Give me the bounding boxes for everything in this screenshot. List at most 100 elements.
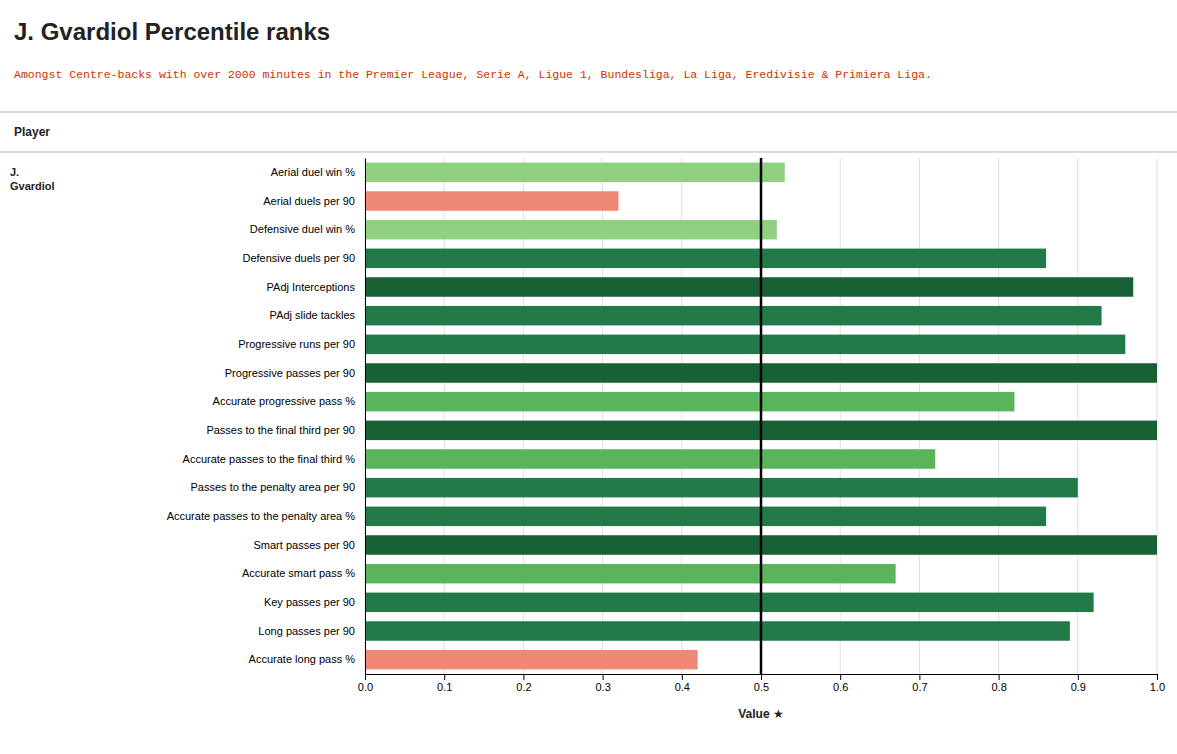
y-tick: Smart passes per 90: [254, 539, 366, 551]
bar: [365, 449, 935, 468]
y-tick: Defensive duel win %: [250, 223, 365, 235]
bar: [365, 593, 1094, 612]
x-tick-label: 0.8: [991, 681, 1006, 693]
header-rule: [0, 152, 1177, 153]
grid-line: [365, 158, 366, 674]
y-tick: Aerial duels per 90: [263, 195, 365, 207]
reference-line: [760, 158, 763, 674]
x-tick-label: 0.7: [912, 681, 927, 693]
x-tick: 0.8: [991, 674, 1006, 693]
x-tick: 0.0: [358, 674, 373, 693]
bar: [365, 277, 1133, 296]
x-tick: 0.6: [833, 674, 848, 693]
x-tick: 0.7: [912, 674, 927, 693]
y-tick-label: Long passes per 90: [258, 625, 355, 637]
y-tick: Passes to the final third per 90: [206, 424, 365, 436]
x-tick: 1.0: [1150, 674, 1165, 693]
bar: [365, 650, 698, 669]
title: J. Gvardiol Percentile ranks: [14, 18, 330, 45]
y-tick: Progressive passes per 90: [225, 367, 365, 379]
y-tick-label: Progressive passes per 90: [225, 367, 355, 379]
x-tick-label: 0.5: [754, 681, 769, 693]
x-tick: 0.9: [1071, 674, 1086, 693]
player-label: J. Gvardiol: [10, 166, 55, 192]
bar: [365, 478, 1078, 497]
y-tick-label: Accurate long pass %: [249, 653, 356, 665]
x-axis-title: Value ★: [738, 707, 783, 721]
y-tick-label: Aerial duels per 90: [263, 195, 355, 207]
subtitle: Amongst Centre-backs with over 2000 minu…: [14, 68, 932, 81]
y-tick: Accurate smart pass %: [242, 567, 365, 579]
y-tick: PAdj slide tackles: [270, 309, 365, 321]
bar: [365, 392, 1014, 411]
y-tick-label: Key passes per 90: [264, 596, 355, 608]
y-tick: Progressive runs per 90: [238, 338, 365, 350]
y-tick-label: Progressive runs per 90: [238, 338, 355, 350]
x-tick-label: 0.3: [595, 681, 610, 693]
column-header: Player: [14, 125, 50, 139]
bar: [365, 507, 1046, 526]
y-tick-label: Defensive duels per 90: [242, 252, 355, 264]
x-tick-label: 0.9: [1071, 681, 1086, 693]
y-tick: Defensive duels per 90: [242, 252, 365, 264]
y-tick-label: Defensive duel win %: [250, 223, 355, 235]
x-tick: 0.3: [595, 674, 610, 693]
bar: [365, 249, 1046, 268]
x-tick-mark: [919, 674, 920, 680]
x-tick: 0.1: [437, 674, 452, 693]
y-tick-label: Accurate passes to the final third %: [183, 453, 356, 465]
grid-line: [1157, 158, 1158, 674]
x-tick-label: 0.2: [516, 681, 531, 693]
y-axis-line: [365, 159, 366, 675]
x-axis: 0.0 0.1 0.2 0.3 0.4 0.5 0.6 0.7 0.8 0.9 1.0: [358, 674, 1165, 693]
bar: [365, 564, 896, 583]
y-tick-label: PAdj slide tackles: [270, 309, 356, 321]
y-tick-label: Passes to the final third per 90: [206, 424, 355, 436]
x-tick-label: 1.0: [1150, 681, 1165, 693]
grid: [365, 158, 1157, 674]
chart: J. Gvardiol Percentile ranks Amongst Cent…: [0, 0, 1177, 754]
y-tick-label: Smart passes per 90: [254, 539, 356, 551]
x-tick-mark: [761, 674, 762, 680]
bar: [365, 220, 777, 239]
y-tick-label: Accurate passes to the penalty area %: [167, 510, 356, 522]
x-tick-label: 0.1: [437, 681, 452, 693]
x-tick-mark: [365, 674, 366, 680]
y-tick: Accurate passes to the final third %: [183, 453, 365, 465]
x-tick-mark: [444, 674, 445, 680]
y-tick: Accurate long pass %: [249, 653, 365, 665]
y-tick: Accurate progressive pass %: [213, 395, 365, 407]
x-tick: 0.4: [675, 674, 690, 693]
x-tick-label: 0.4: [675, 681, 690, 693]
y-tick: Long passes per 90: [258, 625, 365, 637]
y-tick: Passes to the penalty area per 90: [191, 481, 366, 493]
bar: [365, 163, 785, 182]
x-tick-mark: [840, 674, 841, 680]
y-axis: Aerial duel win % Aerial duels per 90 Defe…: [167, 159, 366, 675]
player-label-line: J.: [10, 166, 19, 178]
x-tick-label: 0.6: [833, 681, 848, 693]
x-tick-mark: [682, 674, 683, 680]
x-tick: 0.2: [516, 674, 531, 693]
y-tick-label: Passes to the penalty area per 90: [191, 481, 356, 493]
y-tick: Accurate passes to the penalty area %: [167, 510, 365, 522]
y-tick: Aerial duel win %: [271, 166, 365, 178]
player-label-line: Gvardiol: [10, 180, 55, 192]
y-tick-label: Accurate smart pass %: [242, 567, 355, 579]
y-tick: PAdj Interceptions: [267, 281, 365, 293]
x-tick-mark: [603, 674, 604, 680]
y-tick-label: PAdj Interceptions: [267, 281, 356, 293]
y-tick-label: Accurate progressive pass %: [213, 395, 356, 407]
plot-area: [365, 158, 1157, 674]
x-tick-mark: [1157, 674, 1158, 680]
y-tick: Key passes per 90: [264, 596, 365, 608]
grid-line: [761, 158, 762, 674]
header-rule: [0, 112, 1177, 113]
x-tick-mark: [999, 674, 1000, 680]
x-tick: 0.5: [754, 674, 769, 693]
bar: [365, 335, 1125, 354]
x-tick-mark: [523, 674, 524, 680]
x-tick-label: 0.0: [358, 681, 373, 693]
x-axis-line: [366, 675, 1158, 681]
x-tick-mark: [1078, 674, 1079, 680]
